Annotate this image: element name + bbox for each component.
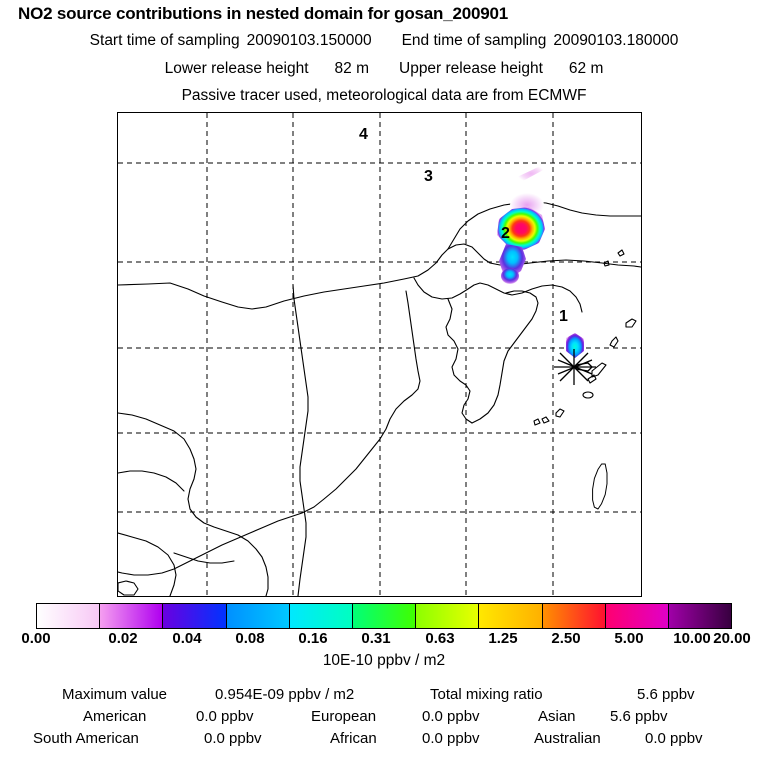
plume-core-receptor: [566, 333, 584, 358]
region-south-american-label: South American: [33, 730, 139, 747]
region-european-label: European: [311, 708, 377, 725]
receptor-star-icon: [554, 349, 596, 385]
region-south-american-value: 0.0 ppbv: [204, 730, 262, 747]
start-time-label: Start time of sampling: [89, 32, 240, 49]
total-mixing-ratio-value: 5.6 ppbv: [637, 686, 695, 703]
colorbar-segment-9: [605, 604, 669, 628]
region-african-value: 0.0 ppbv: [422, 730, 480, 747]
colorbar-tick-4: 0.16: [298, 630, 328, 647]
upper-release-value: 62 m: [568, 60, 604, 77]
tracer-note: Passive tracer used, meteorological data…: [181, 87, 587, 104]
colorbar-segment-3: [226, 604, 290, 628]
colorbar: [36, 603, 732, 629]
map-canvas: [118, 113, 641, 596]
colorbar-tick-10: 10.00: [673, 630, 711, 647]
colorbar-tick-labels: 0.00 0.02 0.04 0.08 0.16 0.31 0.63 1.25 2.50 5.00…: [0, 630, 768, 650]
stats-row-regions-1: American 0.0 ppbv European 0.0 ppbv Asia…: [0, 708, 768, 730]
map-gridlines: [118, 113, 641, 596]
colorbar-tick-1: 0.02: [108, 630, 138, 647]
region-australian-value: 0.0 ppbv: [645, 730, 703, 747]
plume-field: [497, 165, 584, 358]
colorbar-segment-7: [479, 604, 543, 628]
region-asian-label: Asian: [538, 708, 576, 725]
region-asian-value: 5.6 ppbv: [610, 708, 668, 725]
max-value-value: 0.954E-09 ppbv / m2: [215, 686, 355, 703]
region-american-label: American: [83, 708, 147, 725]
colorbar-tick-8: 2.50: [551, 630, 581, 647]
colorbar-tick-9: 5.00: [614, 630, 644, 647]
colorbar-tick-11: 20.00: [713, 630, 751, 647]
plume-tail-lobe: [501, 268, 519, 284]
colorbar-segment-10: [668, 604, 732, 628]
region-australian-label: Australian: [534, 730, 601, 747]
colorbar-tick-7: 1.25: [488, 630, 518, 647]
end-time-value: 20090103.180000: [553, 32, 679, 49]
lower-release-label: Lower release height: [164, 60, 309, 77]
colorbar-tick-3: 0.08: [235, 630, 265, 647]
stats-row-regions-2: South American 0.0 ppbv African 0.0 ppbv…: [0, 730, 768, 752]
lower-release-value: 82 m: [334, 60, 369, 77]
colorbar-tick-2: 0.04: [172, 630, 202, 647]
region-american-value: 0.0 ppbv: [196, 708, 254, 725]
colorbar-tick-6: 0.63: [425, 630, 455, 647]
colorbar-segment-6: [416, 604, 480, 628]
coastline-paths: [118, 201, 641, 596]
colorbar-segment-8: [542, 604, 606, 628]
colorbar-segment-4: [289, 604, 353, 628]
region-african-label: African: [330, 730, 377, 747]
statistics-block: Maximum value 0.954E-09 ppbv / m2 Total …: [0, 686, 768, 752]
end-time-label: End time of sampling: [401, 32, 547, 49]
release-height-line: Lower release height 82 m Upper release he…: [0, 60, 768, 78]
total-mixing-ratio-label: Total mixing ratio: [430, 686, 543, 703]
colorbar-unit-label: 10E-10 ppbv / m2: [322, 652, 446, 669]
map-marker-1: 1: [559, 308, 568, 325]
plume-wisp: [517, 165, 545, 182]
start-time-value: 20090103.150000: [246, 32, 372, 49]
sampling-time-line: Start time of sampling 20090103.150000 End…: [0, 32, 768, 50]
colorbar-segment-1: [100, 604, 164, 628]
map-marker-3: 3: [424, 168, 433, 185]
plume-core-main: [497, 207, 545, 250]
colorbar-tick-0: 0.00: [21, 630, 51, 647]
max-value-label: Maximum value: [62, 686, 168, 703]
map-marker-4: 4: [359, 126, 368, 143]
colorbar-segment-2: [163, 604, 227, 628]
colorbar-segment-0: [37, 604, 101, 628]
region-european-value: 0.0 ppbv: [422, 708, 480, 725]
colorbar-tick-5: 0.31: [361, 630, 391, 647]
map-panel: 1 2 3 4: [117, 112, 642, 597]
page-title: NO2 source contributions in nested domai…: [18, 4, 509, 23]
colorbar-segment-5: [352, 604, 417, 628]
stats-row-totals: Maximum value 0.954E-09 ppbv / m2 Total …: [0, 686, 768, 708]
map-marker-2: 2: [501, 225, 510, 242]
upper-release-label: Upper release height: [399, 60, 543, 77]
plume-tail-main: [499, 244, 526, 277]
